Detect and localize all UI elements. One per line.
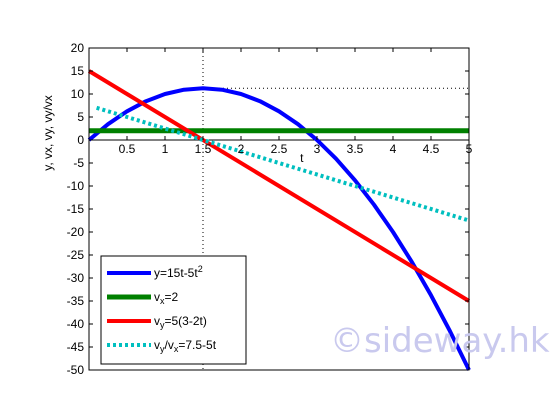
y-tick-label: 0 xyxy=(77,133,84,147)
series-line-3 xyxy=(87,69,471,303)
x-tick-label: 2.5 xyxy=(271,142,288,156)
y-tick-label: 10 xyxy=(71,87,85,101)
x-tick-label: 1.5 xyxy=(195,142,212,156)
y-tick-label: -10 xyxy=(67,179,85,193)
x-ticks: 0.5 1 1.5 2 2.5 3 3.5 4 4.5 5 xyxy=(119,48,473,156)
watermark: ©sideway.hk xyxy=(330,321,550,361)
series-line-4 xyxy=(96,105,470,223)
x-tick-label: 2 xyxy=(238,142,245,156)
legend-label-4: vy/vx=7.5-5t xyxy=(154,338,217,354)
series-group xyxy=(87,69,471,371)
y-tick-label: -20 xyxy=(67,225,85,239)
y-tick-label: 15 xyxy=(71,64,85,78)
y-tick-label: 20 xyxy=(71,41,85,55)
x-axis-label: t xyxy=(300,151,304,165)
x-tick-label: 3 xyxy=(314,142,321,156)
y-tick-label: -5 xyxy=(73,156,84,170)
y-tick-label: -45 xyxy=(67,340,85,354)
legend-label-1: y=15t-5t2 xyxy=(154,264,203,280)
x-tick-label: 1 xyxy=(162,142,169,156)
y-tick-label: -25 xyxy=(67,248,85,262)
y-tick-label: -40 xyxy=(67,317,85,331)
y-tick-label: -30 xyxy=(67,271,85,285)
x-tick-label: 0.5 xyxy=(119,142,136,156)
legend: y=15t-5t2 vx=2 vy=5(3-2t) vy/vx=7.5-5t xyxy=(100,255,247,365)
y-tick-label: -15 xyxy=(67,202,85,216)
x-tick-label: 3.5 xyxy=(347,142,364,156)
y-ticks: 20 15 10 5 0 -5 -10 -15 -20 -25 -30 -35 -40 -45 -50 xyxy=(67,41,469,377)
y-axis-label: y, vx, vy, vy/vx xyxy=(41,95,55,171)
y-tick-label: -50 xyxy=(67,363,85,377)
series-line-1 xyxy=(87,86,471,371)
x-tick-label: 4 xyxy=(390,142,397,156)
y-tick-label: 5 xyxy=(77,110,84,124)
y-tick-label: -35 xyxy=(67,294,85,308)
legend-label-3: vy=5(3-2t) xyxy=(154,314,207,330)
legend-label-2: vx=2 xyxy=(154,290,179,306)
x-tick-label: 4.5 xyxy=(423,142,440,156)
plot-frame xyxy=(88,47,470,371)
